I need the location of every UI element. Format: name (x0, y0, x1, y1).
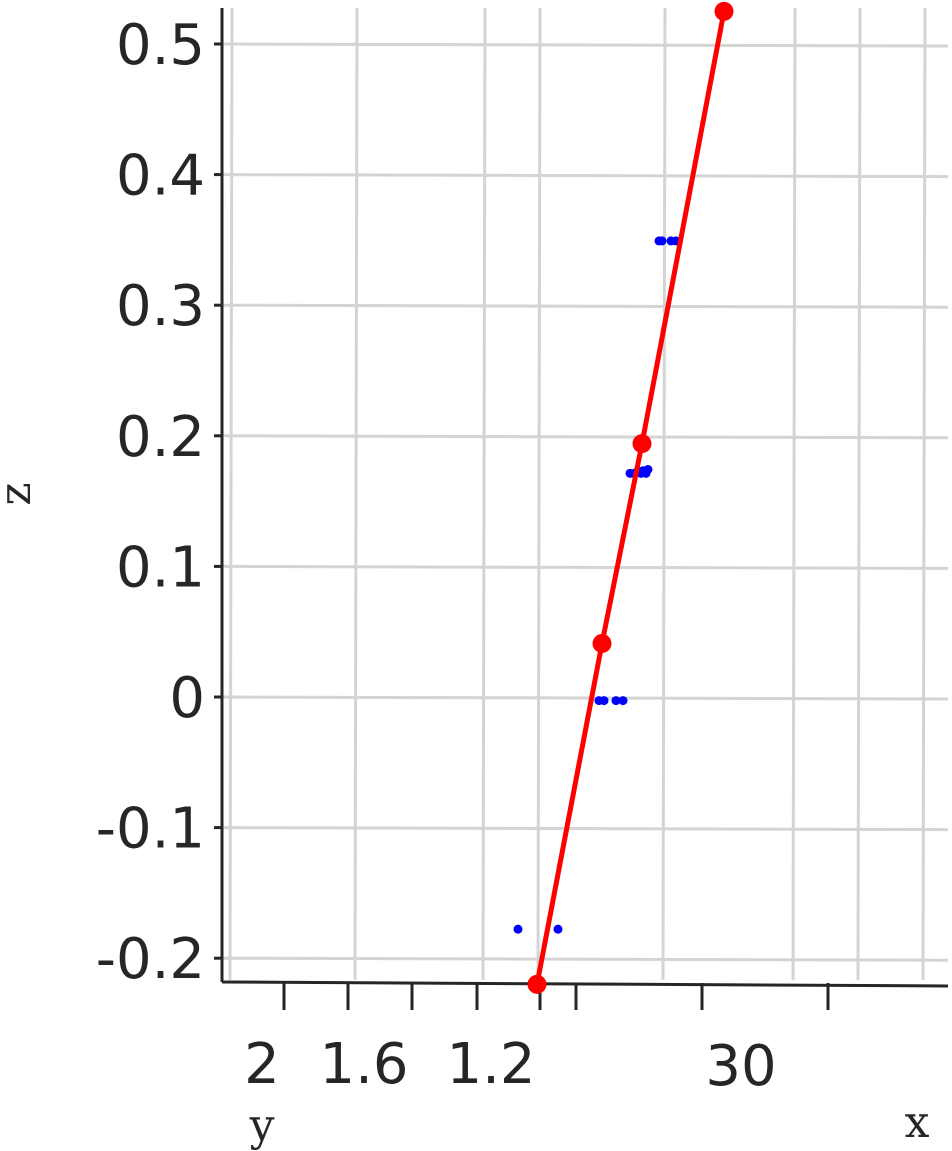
gridline-z-6 (221, 826, 949, 832)
y-tick-label: 1.2 (446, 1032, 535, 1097)
bottom-axis-ticks: 2 1.6 1.2 30 (244, 983, 830, 1099)
gridline-z-7 (221, 956, 949, 962)
scatter-point (643, 464, 653, 474)
gridline-vertical-4 (661, 7, 667, 981)
scatter-point (657, 236, 667, 246)
gridline-z-5 (221, 695, 949, 701)
z-tick-label: 0.2 (116, 405, 205, 470)
gridline-z-1 (221, 173, 949, 179)
gridline-z-4 (221, 564, 949, 570)
z-tick-label: 0.4 (116, 144, 205, 209)
z-tick-label: -0.2 (96, 927, 205, 992)
series-line (534, 10, 727, 985)
series-marker (592, 633, 612, 653)
gridline-z-0 (221, 42, 949, 48)
y-axis-title: y (249, 1100, 275, 1151)
z-tick-label: -0.1 (96, 797, 205, 862)
gridline-z-2 (221, 303, 949, 309)
gridline-vertical-1 (353, 7, 359, 981)
series-marker (632, 434, 652, 454)
gridline-vertical-3 (536, 7, 542, 981)
scatter-point (553, 924, 563, 934)
gridline-z-3 (221, 434, 949, 440)
gridline-vertical-5 (791, 7, 797, 981)
x-axis-title: x (905, 1097, 930, 1148)
bottom-axis-line (221, 980, 949, 988)
y-tick-label: 1.6 (319, 1032, 408, 1097)
z-tick-label: 0 (169, 666, 205, 731)
gridline-vertical-7 (921, 7, 927, 981)
scatter-series (513, 236, 681, 934)
z-tick-label: 0.1 (116, 535, 205, 600)
gridline-vertical-0 (228, 7, 234, 981)
z-axis-ticks: 0.5 0.4 0.3 0.2 0.1 0 -0.1 -0.2 (96, 13, 222, 992)
axes (220, 8, 949, 988)
gridline-vertical-6 (856, 7, 862, 981)
x-tick-label: 30 (705, 1034, 776, 1099)
scatter-point (611, 696, 621, 706)
line-series (527, 1, 734, 994)
z-axis-title: z (0, 482, 41, 505)
gridline-vertical-2 (481, 7, 487, 981)
scatter-point (599, 696, 609, 706)
series-marker (527, 974, 547, 994)
z-tick-label: 0.3 (116, 274, 205, 339)
grid (221, 7, 949, 981)
scatter-point (513, 924, 523, 934)
y-tick-label: 2 (244, 1032, 280, 1097)
z-tick-label: 0.5 (116, 13, 205, 78)
scatter-point (618, 696, 628, 706)
series-marker (714, 1, 734, 21)
